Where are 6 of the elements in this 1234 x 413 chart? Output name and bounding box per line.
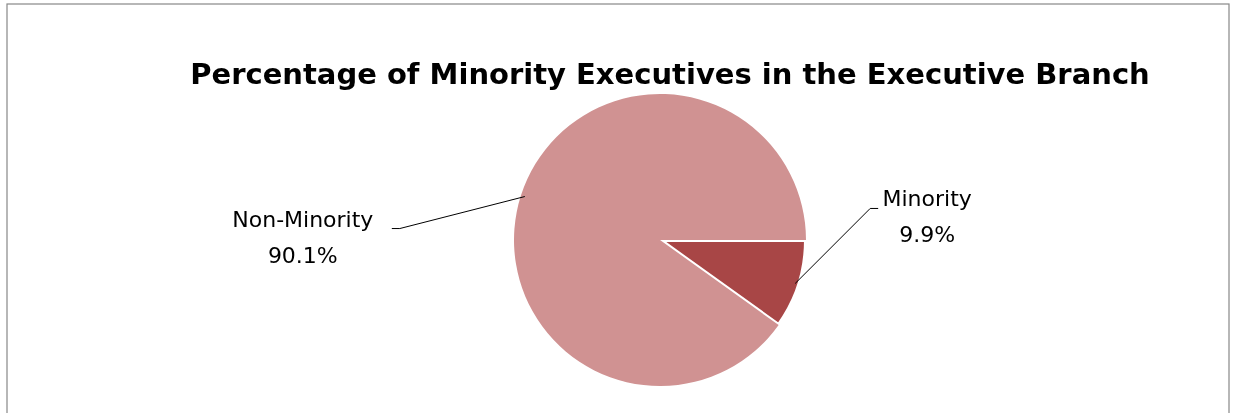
slice-label: Minority xyxy=(882,186,972,212)
slice-label: Non-Minority xyxy=(232,206,374,232)
pie-slice xyxy=(514,94,806,386)
data-label: 90.1% xyxy=(267,242,338,268)
data-label: 9.9% xyxy=(899,222,956,248)
chart-title: Percentage of Minority Executives in the Executive Branch xyxy=(190,57,1150,91)
